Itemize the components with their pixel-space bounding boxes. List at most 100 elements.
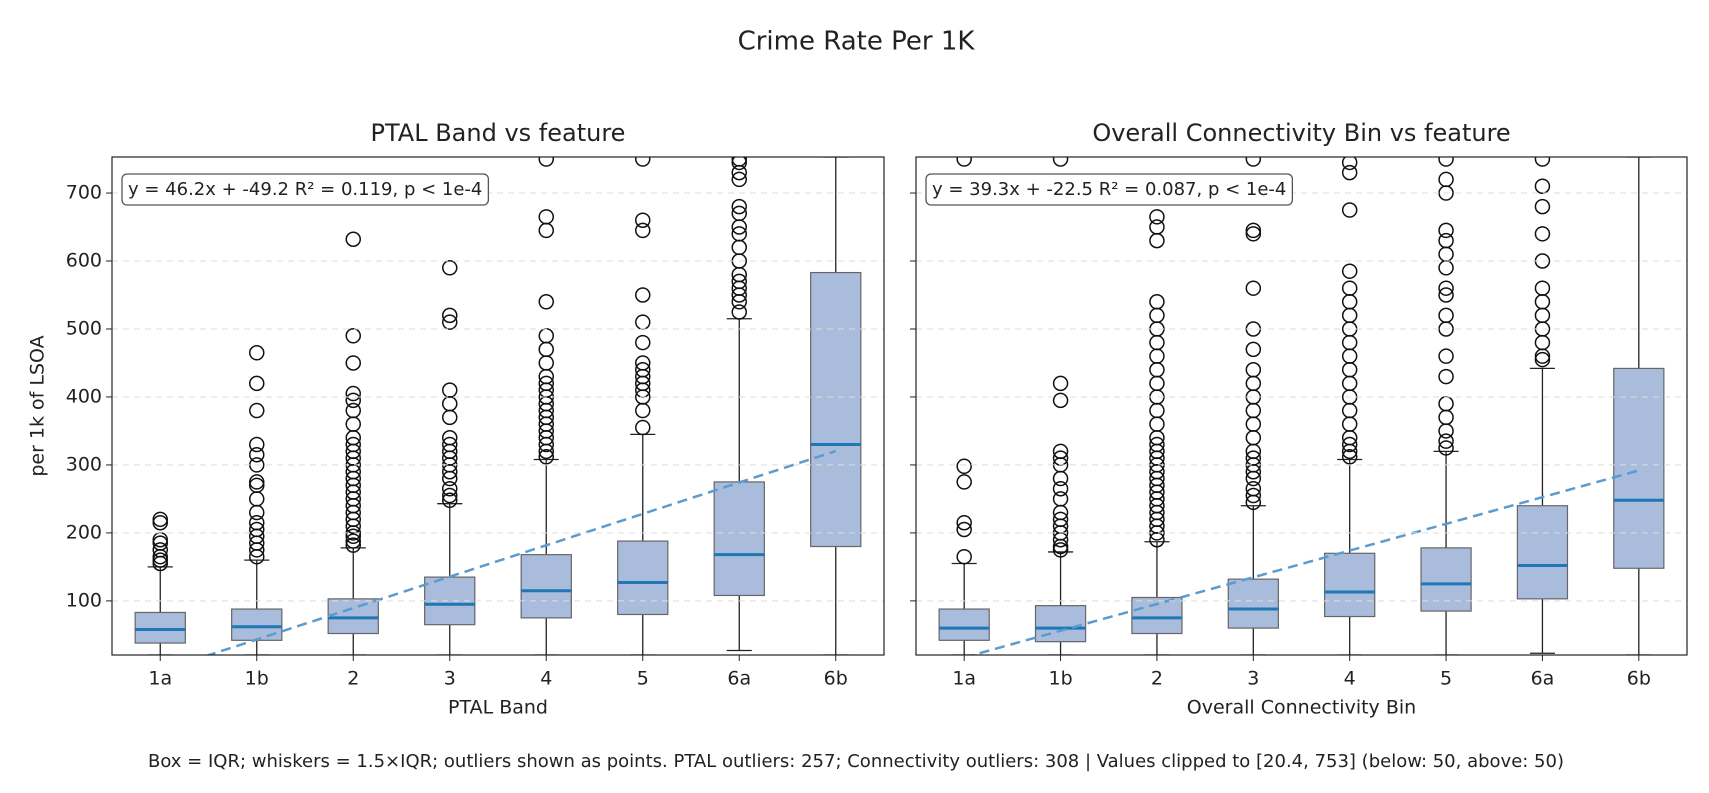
annotation: y = 46.2x + -49.2 R² = 0.119, p < 1e-4 [128, 179, 482, 200]
y-tick-label: 700 [66, 182, 102, 204]
outlier [1341, 280, 1358, 296]
outlier [538, 375, 554, 392]
outlier [1052, 470, 1069, 487]
outlier [1341, 436, 1358, 453]
outlier [1149, 436, 1165, 453]
outlier [1341, 402, 1358, 419]
outlier [1245, 416, 1262, 432]
outlier [1341, 157, 1358, 171]
y-tick-label: 100 [66, 589, 102, 611]
outlier [249, 436, 265, 453]
outlier [635, 402, 651, 419]
outlier [1438, 423, 1454, 439]
outlier [249, 521, 265, 538]
outlier [152, 535, 168, 551]
outlier [1341, 164, 1358, 181]
outlier [1341, 375, 1358, 392]
outlier [442, 314, 458, 330]
outlier [956, 514, 972, 531]
outlier [1149, 416, 1165, 432]
box [1227, 578, 1279, 629]
outlier [956, 458, 972, 475]
outlier [249, 402, 265, 419]
outlier [345, 533, 361, 549]
outlier [1534, 198, 1551, 215]
outlier [1245, 222, 1262, 239]
box [1613, 367, 1665, 569]
outlier [1534, 351, 1551, 368]
box [938, 608, 990, 641]
outlier [1149, 307, 1165, 324]
outlier [1149, 334, 1165, 351]
fit-line [968, 469, 1640, 655]
frame [111, 156, 885, 656]
outlier [152, 511, 168, 528]
outlier [1052, 491, 1069, 507]
outlier [1149, 348, 1165, 364]
outlier [1341, 263, 1358, 279]
box [134, 611, 186, 644]
outlier [731, 304, 747, 320]
outlier [442, 487, 458, 504]
outlier [442, 480, 458, 497]
outlier [538, 341, 554, 358]
outlier [345, 328, 361, 344]
outlier [1149, 294, 1165, 310]
outlier [731, 157, 747, 171]
outlier [1245, 341, 1262, 358]
outlier [1438, 348, 1454, 364]
outlier [249, 491, 265, 507]
outlier [1438, 171, 1454, 188]
outlier [635, 334, 651, 351]
outlier [1438, 232, 1454, 249]
outlier [538, 328, 554, 344]
outlier [635, 355, 651, 371]
outlier [1052, 443, 1069, 460]
outlier [1052, 511, 1069, 528]
outlier [1534, 334, 1551, 351]
outlier [442, 396, 458, 412]
outlier [249, 446, 265, 463]
x-tick-label: 2 [1151, 668, 1163, 690]
outlier [538, 294, 554, 310]
figure-title: Crime Rate Per 1K [738, 27, 976, 57]
y-tick-label: 500 [66, 317, 102, 339]
outlier [731, 205, 747, 222]
outlier [635, 212, 651, 228]
x-tick-label: 3 [444, 668, 456, 690]
outlier [1245, 362, 1262, 378]
x-tick-label: 5 [1440, 668, 1452, 690]
outlier [1149, 219, 1165, 235]
x-tick-label: 1a [148, 668, 172, 690]
outlier [1341, 334, 1358, 351]
outlier [1149, 362, 1165, 378]
outlier [1438, 157, 1454, 167]
box [1420, 547, 1472, 612]
outlier [635, 419, 651, 436]
outlier [538, 209, 554, 225]
plot-area [938, 157, 1665, 655]
outlier [635, 222, 651, 239]
plot-area [134, 157, 862, 655]
x-axis-label: PTAL Band [448, 697, 548, 719]
x-tick-label: 6a [1531, 668, 1555, 690]
outlier [1341, 362, 1358, 378]
outlier [1438, 396, 1454, 412]
x-tick-label: 2 [347, 668, 359, 690]
outlier [1245, 280, 1262, 296]
frame [915, 156, 1688, 656]
outlier [345, 385, 361, 402]
outlier [1052, 542, 1069, 558]
outlier [1149, 402, 1165, 419]
outlier [1534, 178, 1551, 194]
outlier [249, 345, 265, 361]
outlier [1052, 375, 1069, 392]
x-axis-label: Overall Connectivity Bin [1187, 697, 1416, 719]
outlier [731, 239, 747, 256]
outlier [249, 474, 265, 490]
x-tick-label: 4 [1344, 668, 1356, 690]
outlier [345, 416, 361, 432]
x-tick-label: 4 [540, 668, 552, 690]
outlier [1534, 307, 1551, 324]
